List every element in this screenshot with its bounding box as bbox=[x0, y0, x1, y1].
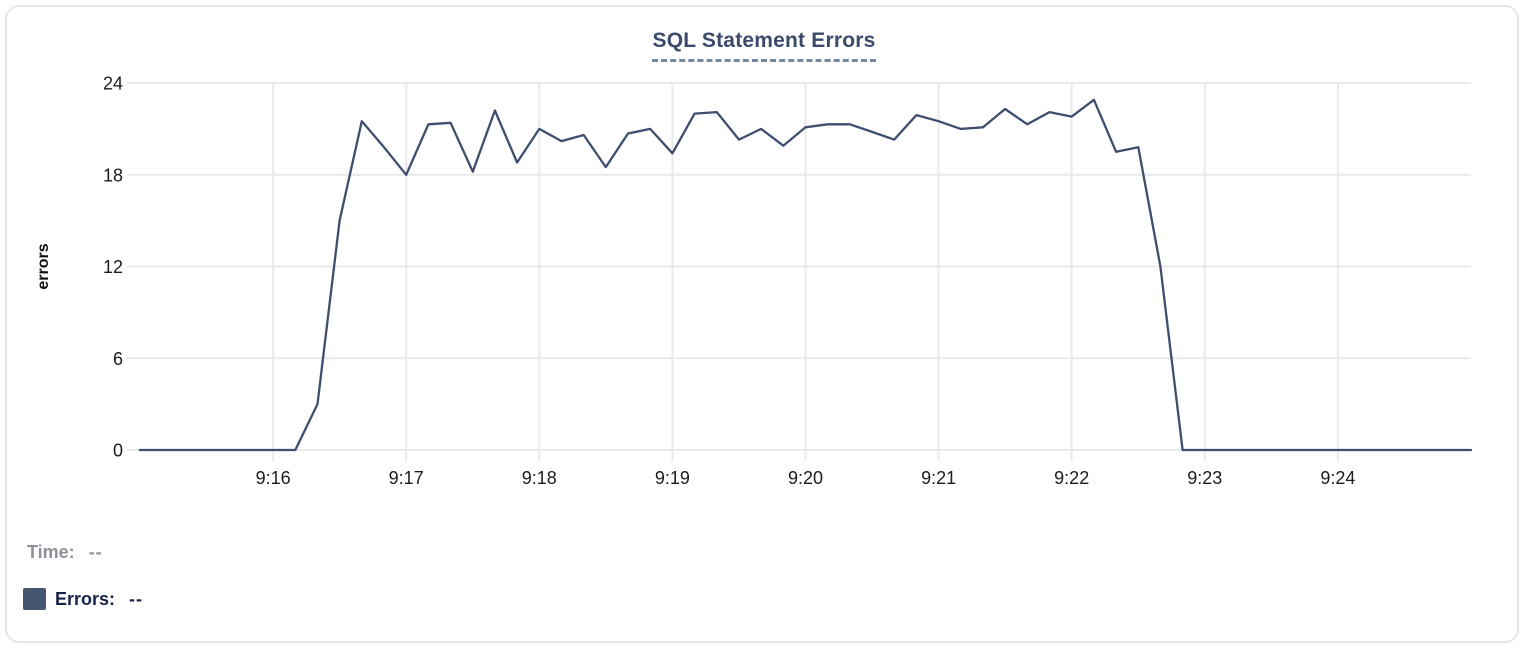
y-tick-label: 6 bbox=[113, 349, 123, 369]
y-tick-label: 0 bbox=[113, 441, 123, 461]
x-tick-label: 9:19 bbox=[655, 468, 690, 488]
y-tick-label: 24 bbox=[103, 74, 123, 94]
x-tick-label: 9:17 bbox=[389, 468, 424, 488]
time-label: Time: bbox=[27, 542, 75, 562]
time-readout-row: Time: -- bbox=[27, 542, 103, 563]
x-tick-label: 9:23 bbox=[1187, 468, 1222, 488]
errors-value: -- bbox=[129, 588, 144, 609]
time-value: -- bbox=[88, 542, 103, 562]
y-tick-label: 18 bbox=[103, 165, 123, 185]
y-tick-label: 12 bbox=[103, 257, 123, 277]
errors-line-chart[interactable]: 0 6 12 18 24 9:16 9:17 9:18 9:19 9:20 9:21 9:22 9:23… bbox=[0, 0, 1528, 510]
errors-series-swatch bbox=[23, 588, 46, 610]
gridlines bbox=[127, 82, 1471, 461]
x-tick-label: 9:18 bbox=[522, 468, 557, 488]
errors-readout-row: Errors: -- bbox=[23, 588, 143, 610]
chart-title[interactable]: SQL Statement Errors bbox=[652, 29, 876, 62]
errors-label: Errors: bbox=[55, 588, 116, 609]
chart-title-row: SQL Statement Errors bbox=[0, 29, 1528, 62]
axis-tick-labels: 0 6 12 18 24 9:16 9:17 9:18 9:19 9:20 9:21 9:22 9:23… bbox=[103, 74, 1355, 489]
x-tick-label: 9:24 bbox=[1320, 468, 1355, 488]
y-axis-label: errors bbox=[35, 243, 52, 289]
x-tick-label: 9:21 bbox=[921, 468, 956, 488]
chart-card bbox=[5, 5, 1519, 643]
x-tick-label: 9:20 bbox=[788, 468, 823, 488]
errors-series-line bbox=[138, 98, 1473, 452]
x-tick-label: 9:22 bbox=[1054, 468, 1089, 488]
x-tick-label: 9:16 bbox=[256, 468, 291, 488]
